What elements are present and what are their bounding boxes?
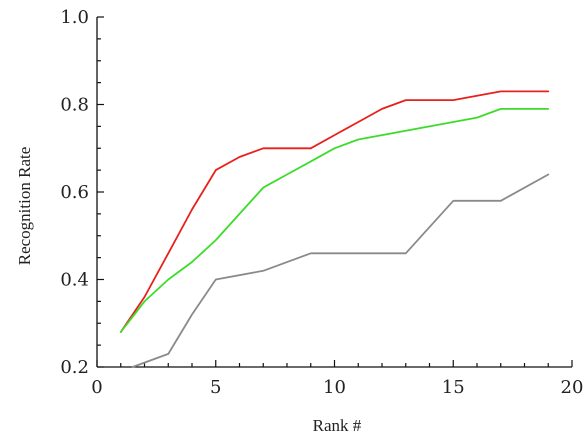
series-layer [119, 90, 550, 368]
x-tick-label: 10 [323, 377, 346, 398]
x-axis-title: Rank # [313, 416, 362, 435]
ticks [96, 16, 573, 368]
y-axis-title: Recognition Rate [15, 147, 34, 266]
y-tick-label: 0.2 [60, 357, 89, 378]
x-tick-label: 20 [561, 377, 584, 398]
y-tick-label: 0.8 [60, 95, 89, 116]
y-tick-label: 0.6 [60, 182, 89, 203]
x-tick-label: 5 [210, 377, 221, 398]
y-tick-label: 0.4 [60, 270, 89, 291]
series-line-2 [119, 108, 550, 333]
y-tick-label: 1.0 [60, 7, 89, 28]
axes [96, 17, 572, 368]
x-tick-label: 15 [442, 377, 465, 398]
series-line-3 [131, 173, 550, 368]
tick-labels: 0 5 10 15 20 0.2 0.4 0.6 0.8 1.0 [60, 7, 583, 398]
series-line-1 [119, 90, 550, 333]
x-tick-label: 0 [91, 377, 102, 398]
